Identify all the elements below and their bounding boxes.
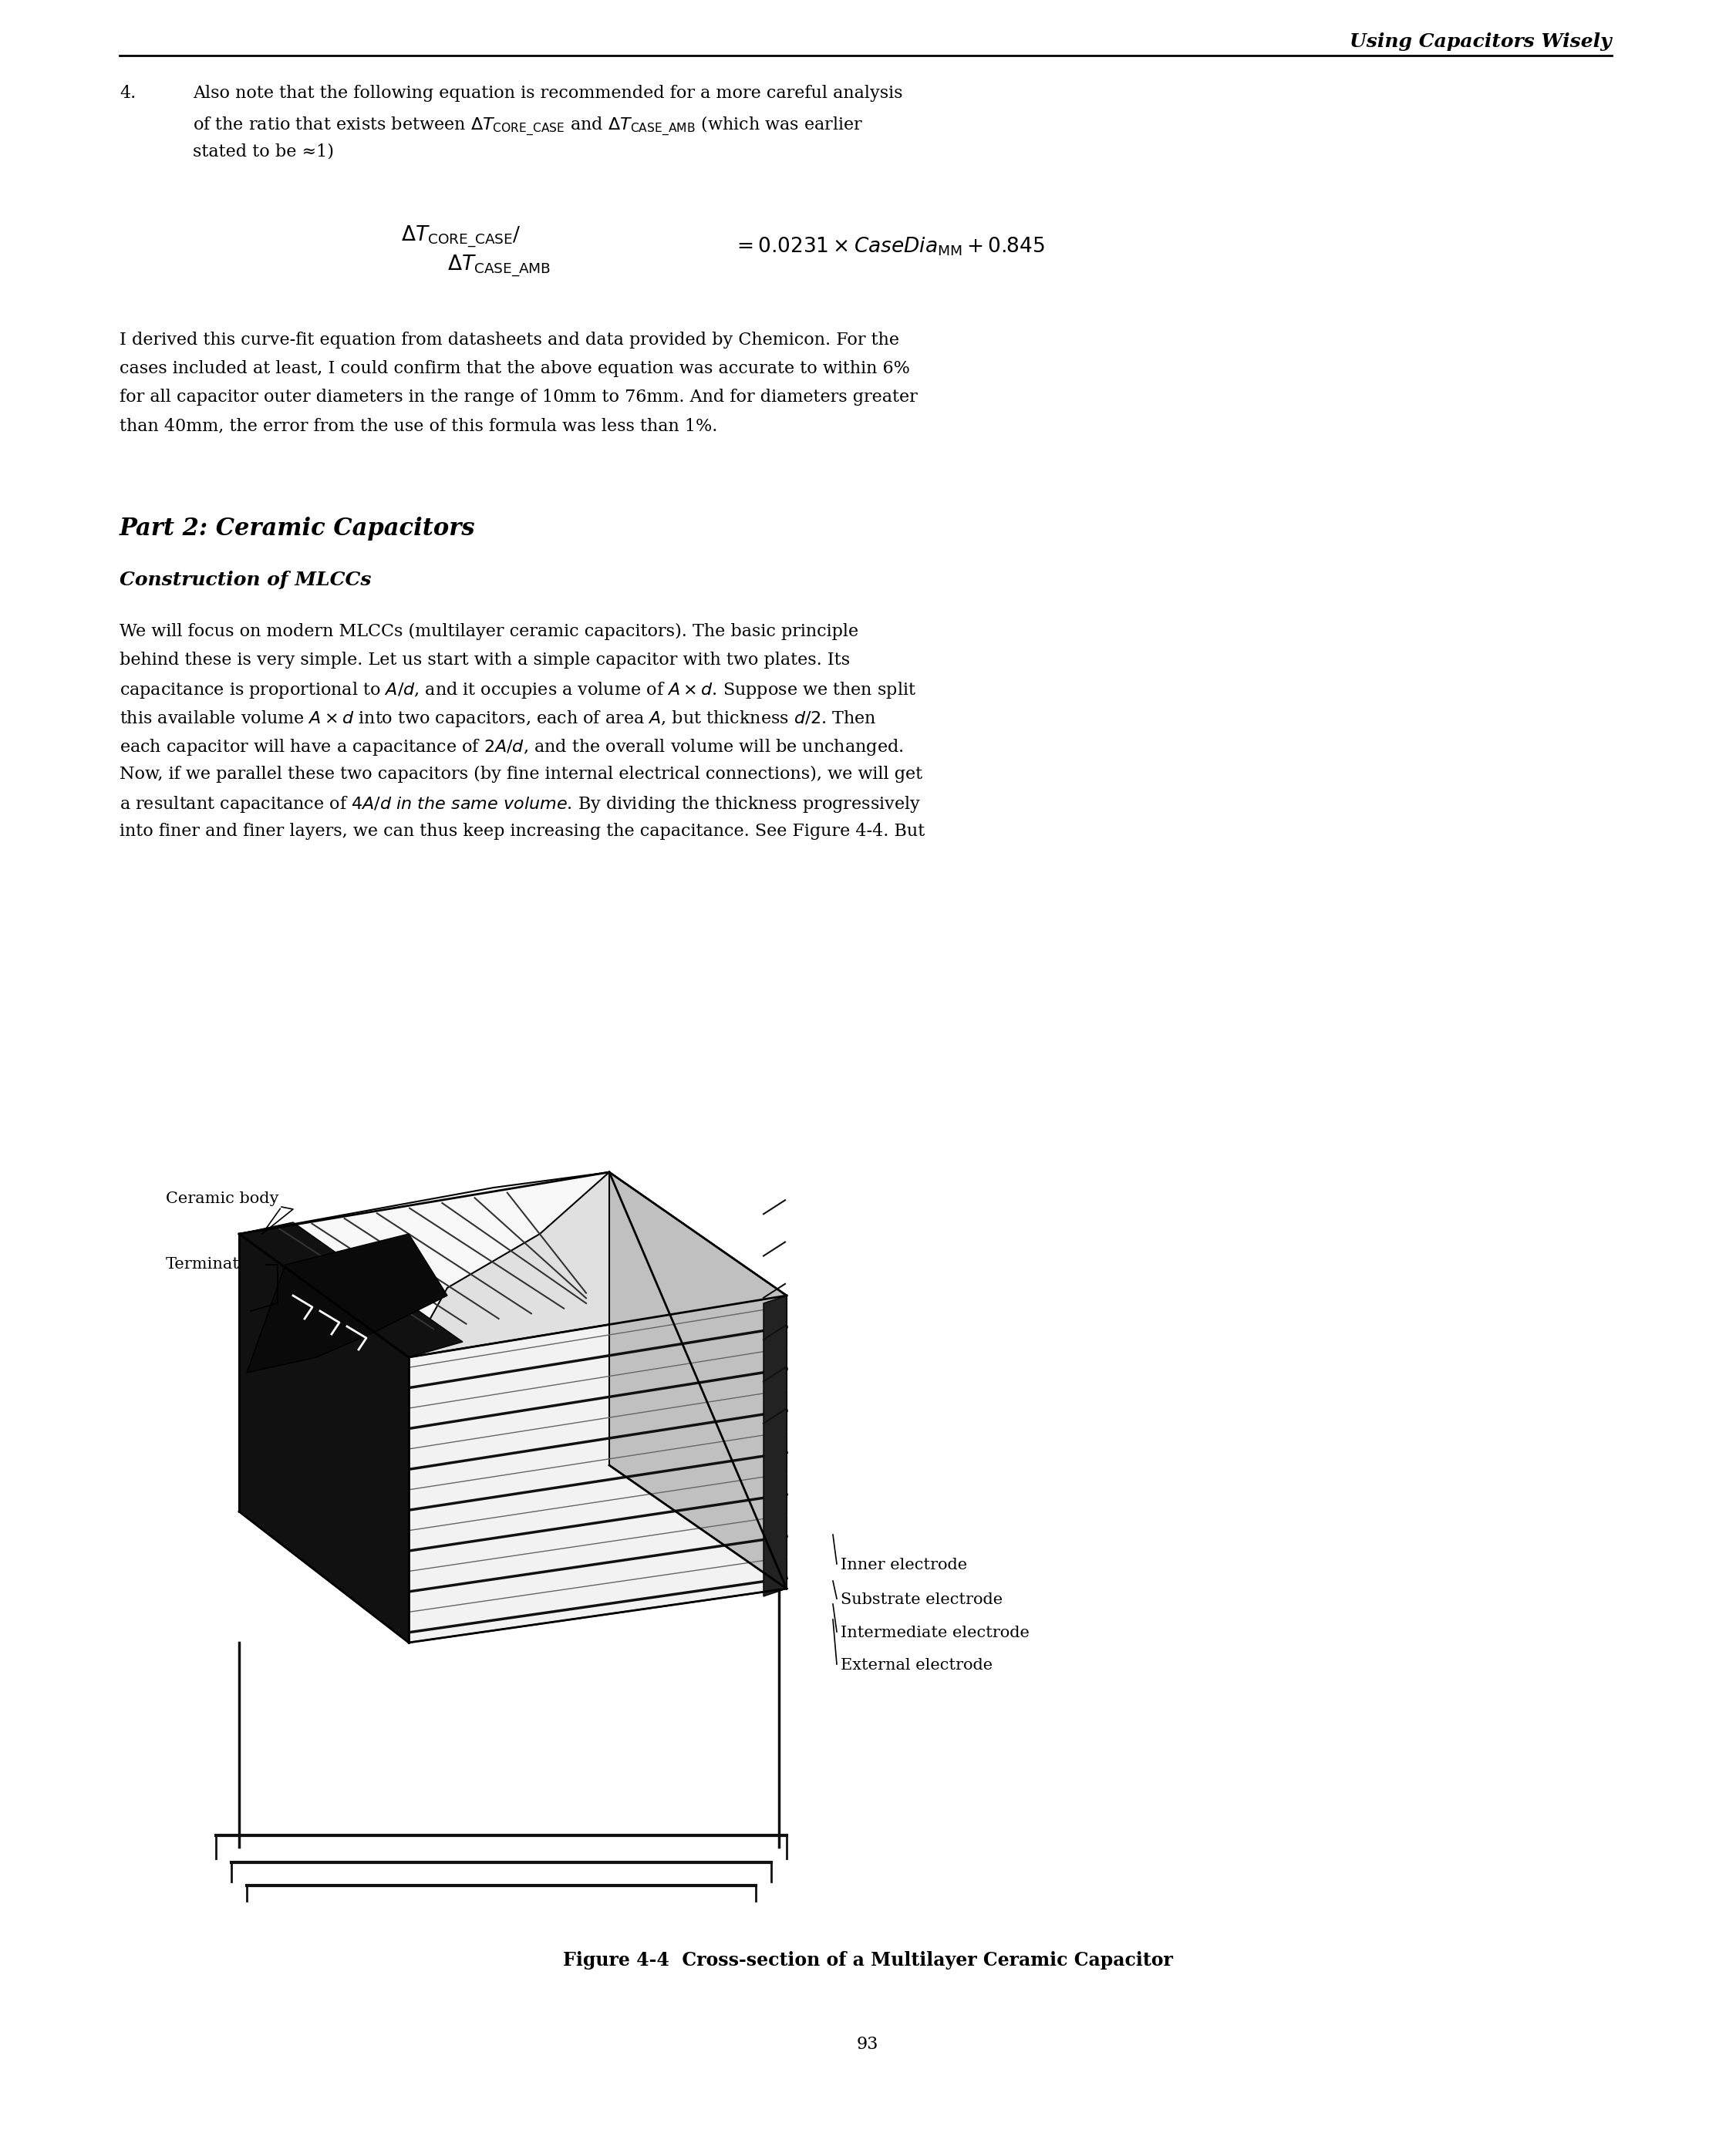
- Text: 4.: 4.: [120, 86, 135, 103]
- Text: of the ratio that exists between $\Delta T_{\rm CORE\_CASE}$ and $\Delta T_{\rm : of the ratio that exists between $\Delta…: [193, 113, 863, 137]
- Polygon shape: [408, 1295, 786, 1644]
- Text: External electrode: External electrode: [840, 1658, 993, 1673]
- Polygon shape: [609, 1173, 786, 1588]
- Text: Now, if we parallel these two capacitors (by fine internal electrical connection: Now, if we parallel these two capacitors…: [120, 766, 922, 783]
- Polygon shape: [240, 1222, 464, 1357]
- Text: Inner electrode: Inner electrode: [840, 1558, 967, 1573]
- Polygon shape: [240, 1235, 408, 1644]
- Text: Figure 4-4  Cross-section of a Multilayer Ceramic Capacitor: Figure 4-4 Cross-section of a Multilayer…: [562, 1952, 1172, 1969]
- Polygon shape: [764, 1295, 786, 1596]
- Text: cases included at least, I could confirm that the above equation was accurate to: cases included at least, I could confirm…: [120, 360, 910, 377]
- Text: We will focus on modern MLCCs (multilayer ceramic capacitors). The basic princip: We will focus on modern MLCCs (multilaye…: [120, 623, 859, 640]
- Text: into finer and finer layers, we can thus keep increasing the capacitance. See Fi: into finer and finer layers, we can thus…: [120, 824, 925, 839]
- Text: than 40mm, the error from the use of this formula was less than 1%.: than 40mm, the error from the use of thi…: [120, 417, 717, 434]
- Text: $\Delta T_{\rm CORE\_CASE}$/: $\Delta T_{\rm CORE\_CASE}$/: [401, 225, 521, 248]
- Text: 93: 93: [856, 2035, 878, 2052]
- Text: Construction of MLCCs: Construction of MLCCs: [120, 571, 372, 589]
- Text: I derived this curve-fit equation from datasheets and data provided by Chemicon.: I derived this curve-fit equation from d…: [120, 332, 899, 349]
- Polygon shape: [240, 1173, 609, 1357]
- Text: Ceramic body: Ceramic body: [167, 1192, 279, 1207]
- Text: $= 0.0231 \times CaseDia_{\rm MM} + 0.845$: $= 0.0231 \times CaseDia_{\rm MM} + 0.84…: [733, 235, 1045, 259]
- Text: for all capacitor outer diameters in the range of 10mm to 76mm. And for diameter: for all capacitor outer diameters in the…: [120, 389, 918, 407]
- Text: Substrate electrode: Substrate electrode: [840, 1592, 1003, 1607]
- Text: Termination: Termination: [167, 1256, 266, 1271]
- Text: Intermediate electrode: Intermediate electrode: [840, 1626, 1029, 1639]
- Text: Using Capacitors Wisely: Using Capacitors Wisely: [1351, 32, 1611, 51]
- Text: Also note that the following equation is recommended for a more careful analysis: Also note that the following equation is…: [193, 86, 903, 103]
- Text: this available volume $A \times d$ into two capacitors, each of area $A$, but th: this available volume $A \times d$ into …: [120, 708, 877, 730]
- Text: capacitance is proportional to $A/d$, and it occupies a volume of $A \times d$. : capacitance is proportional to $A/d$, an…: [120, 681, 917, 700]
- Text: behind these is very simple. Let us start with a simple capacitor with two plate: behind these is very simple. Let us star…: [120, 653, 851, 668]
- Polygon shape: [240, 1173, 786, 1357]
- Text: Part 2: Ceramic Capacitors: Part 2: Ceramic Capacitors: [120, 516, 476, 541]
- Text: a resultant capacitance of $4A/d$ $\it{in\ the\ same\ volume}$. By dividing the : a resultant capacitance of $4A/d$ $\it{i…: [120, 794, 920, 815]
- Text: stated to be ≈1): stated to be ≈1): [193, 143, 333, 160]
- Polygon shape: [247, 1235, 448, 1372]
- Text: each capacitor will have a capacitance of $2A/d$, and the overall volume will be: each capacitor will have a capacitance o…: [120, 738, 903, 758]
- Text: $\Delta T_{\rm CASE\_AMB}$: $\Delta T_{\rm CASE\_AMB}$: [448, 253, 550, 278]
